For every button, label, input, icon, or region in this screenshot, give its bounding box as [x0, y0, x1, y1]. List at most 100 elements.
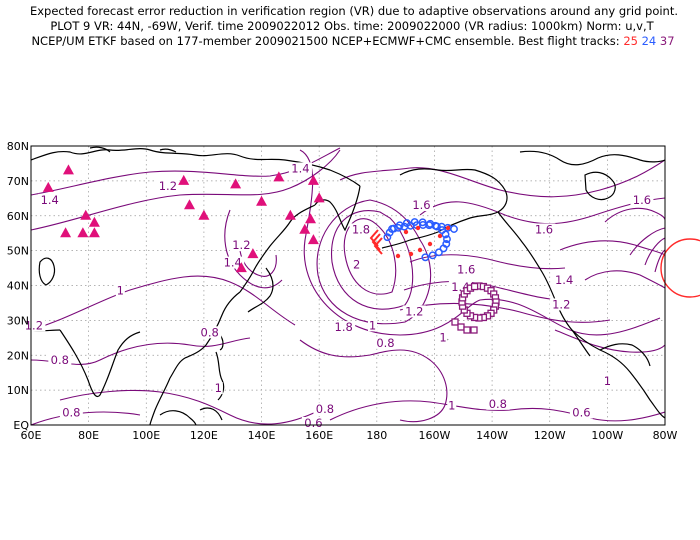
track-24-point [421, 253, 430, 262]
contour-1-2-japan [224, 209, 283, 289]
coast-alaska [399, 168, 508, 241]
track-24-red-point [415, 225, 421, 231]
x-tick-label: 100W [591, 429, 623, 442]
contour-label: 1.4 [555, 273, 573, 287]
contour-label: 1 [117, 283, 124, 297]
x-tick-label: 160W [419, 429, 451, 442]
contour-label: 1.6 [633, 193, 651, 207]
contour-label: 1.2 [159, 179, 177, 193]
contour-label: 1.4 [224, 256, 242, 270]
flight-track-24-red-points [395, 225, 451, 259]
contour-2 [343, 218, 397, 295]
x-tick-label: 80W [653, 429, 678, 442]
coast-east-asia [239, 204, 316, 293]
contour-2-4-east [654, 249, 665, 273]
contour-label-bg [349, 223, 373, 236]
contour-label-bg [229, 239, 253, 252]
coast-baja [571, 329, 591, 357]
title-line-2: PLOT 9 VR: 44N, -69W, Verif. time 200902… [50, 19, 654, 33]
contour-label-bg [447, 399, 457, 412]
y-tick-label: 30N [7, 314, 29, 327]
contour-label-bg [532, 223, 556, 236]
contour-label: 0.8 [51, 353, 69, 367]
title-line-3-text: NCEP/UM ETKF based on 177-member 2009021… [31, 34, 620, 48]
contour-label: 1 [439, 331, 446, 345]
contour-label: 1.2 [405, 304, 423, 318]
contour-2-0-east [629, 227, 665, 256]
contour-1-4-japan [239, 239, 277, 277]
observation-site-triangle [80, 209, 92, 220]
contour-label: 0.8 [201, 325, 219, 339]
observation-site-triangle [60, 227, 72, 238]
coast-arctic-asia [31, 147, 361, 187]
y-tick-label: 20N [7, 349, 29, 362]
flight-track-24 [383, 218, 458, 262]
y-tick-label: 70N [7, 175, 29, 188]
contour-label-bg [454, 263, 478, 276]
x-tick-label: 80E [78, 429, 99, 442]
contour-1-6-east [604, 207, 665, 223]
track-24-point [428, 251, 437, 260]
contour-label-bg [22, 319, 46, 332]
coast-japan [247, 267, 274, 313]
observation-site-triangle [256, 195, 268, 206]
contour-label: 1 [369, 318, 376, 332]
contour-label-bg [213, 382, 223, 395]
track-37-point [451, 318, 459, 326]
observation-site-triangle [230, 178, 242, 189]
contour-label-bg [438, 331, 448, 344]
track-24-red-point [403, 229, 409, 235]
observation-site-triangle [198, 209, 210, 220]
observation-site-triangle [88, 216, 100, 227]
contour-label: 0.6 [304, 416, 322, 430]
track-24-point [434, 248, 443, 257]
contour-label-bg [409, 199, 433, 212]
track-37-point [470, 282, 479, 291]
track-37-point [457, 323, 465, 331]
track-24-red-point [437, 233, 443, 239]
observation-site-triangle [77, 227, 89, 238]
contour-label: 1.6 [412, 198, 430, 212]
observation-site-triangle [307, 174, 319, 185]
contour-1-0-west [31, 275, 296, 331]
observation-site-triangle [235, 262, 247, 273]
contour-label-bg [115, 284, 125, 297]
y-tick-label: 80N [7, 140, 29, 153]
contour-label-bg [198, 326, 222, 339]
track-24-red-point [395, 253, 401, 259]
track-label-37: 37 [659, 34, 675, 48]
contour-label: 1 [604, 374, 611, 388]
y-tick-label: 50N [7, 245, 29, 258]
observation-site-triangle [247, 248, 259, 259]
contour-0-8-south [299, 339, 448, 423]
contour-label: 1.2 [552, 297, 570, 311]
x-tick-label: 140E [248, 429, 276, 442]
contour-1-0-sw [59, 389, 321, 425]
contour-label-bg [602, 375, 612, 388]
contour-label-bg [301, 417, 325, 429]
map-frame [30, 145, 666, 426]
track-24-point [450, 225, 458, 233]
contour-label: 0.6 [572, 406, 590, 420]
title-line-3: NCEP/UM ETKF based on 177-member 2009021… [0, 34, 700, 49]
chart-title: Expected forecast error reduction in ver… [0, 4, 700, 49]
track-label-25: 25 [623, 34, 638, 48]
contour-label-bg [288, 162, 312, 175]
contour-label-bg [352, 258, 362, 271]
contour-1-2-mid [399, 302, 611, 323]
y-tick-label: 40N [7, 280, 29, 293]
y-tick-label: EQ [13, 419, 29, 432]
contour-1-4-east [559, 240, 665, 256]
contour-label: 1.2 [232, 238, 250, 252]
observation-site-triangle [307, 234, 319, 245]
coast-hudson-bay [584, 171, 616, 201]
contour-label: 1.6 [535, 222, 553, 236]
track-37-point [470, 326, 478, 334]
contour-label-bg [549, 298, 573, 311]
track-label-24: 24 [641, 34, 657, 48]
x-axis-ticks: 60E 80E 100E 120E 140E 160E 180 160W 140W 120W 100… [21, 429, 678, 442]
contour-2-2-east [644, 237, 665, 266]
observation-site-triangle [178, 174, 190, 185]
observation-site-triangle [62, 164, 74, 175]
contour-label-bg [59, 406, 83, 419]
